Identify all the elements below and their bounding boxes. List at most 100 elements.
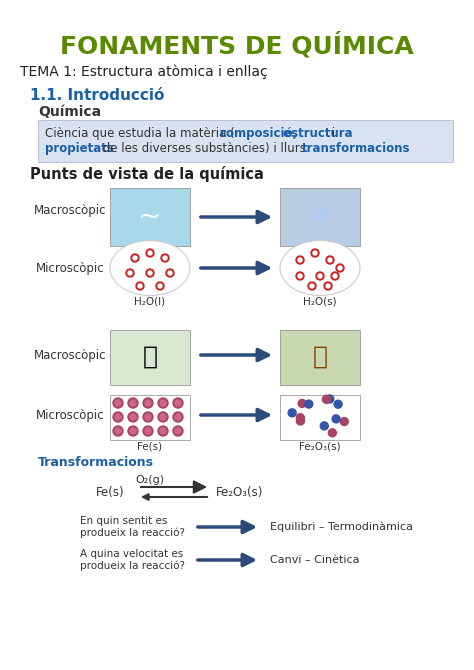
Circle shape [130,428,136,434]
Circle shape [160,414,166,420]
Circle shape [326,284,330,288]
Circle shape [328,429,337,437]
Circle shape [115,428,121,434]
Bar [280,188,360,246]
Circle shape [115,414,121,420]
Ellipse shape [280,241,360,295]
Circle shape [143,426,153,436]
Circle shape [145,428,151,434]
Circle shape [130,414,136,420]
Circle shape [128,412,138,422]
Circle shape [158,284,162,288]
Circle shape [298,399,306,407]
Circle shape [128,426,138,436]
Circle shape [175,428,181,434]
Circle shape [160,400,166,406]
Circle shape [148,251,152,255]
Circle shape [296,272,304,280]
Circle shape [158,398,168,408]
Circle shape [298,274,302,278]
Text: transformacions: transformacions [302,141,410,155]
Bar [280,330,360,385]
Circle shape [130,400,136,406]
Bar [280,395,360,440]
Text: ❄: ❄ [310,207,329,227]
Circle shape [336,264,344,272]
Text: 🚲: 🚲 [143,345,157,369]
Circle shape [143,398,153,408]
Circle shape [298,258,302,262]
Circle shape [138,284,142,288]
Circle shape [163,256,167,260]
Text: Canvi – Cinètica: Canvi – Cinètica [270,555,359,565]
Text: de les diverses substàncies) i llurs: de les diverses substàncies) i llurs [99,141,310,155]
Text: 🚲: 🚲 [312,345,328,369]
Circle shape [334,400,342,408]
Text: Punts de vista de la química: Punts de vista de la química [30,166,264,182]
Text: Macroscòpic: Macroscòpic [34,348,106,362]
Bar [110,395,190,440]
Text: Microscòpic: Microscòpic [36,409,104,421]
Text: A quina velocitat es
produeix la reacció?: A quina velocitat es produeix la reacció… [80,549,185,571]
Bar [38,120,453,162]
Circle shape [113,412,123,422]
Circle shape [146,249,154,257]
Circle shape [316,272,324,280]
Circle shape [310,284,314,288]
Ellipse shape [110,241,190,295]
Circle shape [326,395,334,403]
Text: Transformacions: Transformacions [38,456,154,468]
Circle shape [331,272,339,280]
Circle shape [322,395,330,403]
Text: TEMA 1: Estructura atòmica i enllaç: TEMA 1: Estructura atòmica i enllaç [20,65,268,79]
Circle shape [146,269,154,277]
Circle shape [324,282,332,290]
Circle shape [340,417,348,425]
Circle shape [296,417,304,425]
Circle shape [288,409,296,417]
Circle shape [126,269,134,277]
Text: Ciència que estudia la matèria (: Ciència que estudia la matèria ( [45,127,235,139]
Text: ~: ~ [138,203,162,231]
Text: Fe(s): Fe(s) [137,441,163,451]
Text: H₂O(l): H₂O(l) [135,296,165,306]
Text: O₂(g): O₂(g) [136,475,164,485]
Text: composició,: composició, [220,127,298,139]
Circle shape [296,256,304,264]
Circle shape [326,256,334,264]
Circle shape [128,398,138,408]
Circle shape [156,282,164,290]
Text: Microscòpic: Microscòpic [36,261,104,275]
Circle shape [136,282,144,290]
Text: FONAMENTS DE QUÍMICA: FONAMENTS DE QUÍMICA [60,31,414,58]
Circle shape [158,426,168,436]
Circle shape [311,249,319,257]
Text: Química: Química [38,105,101,119]
Text: H₂O(s): H₂O(s) [303,296,337,306]
Text: Fe₂O₃(s): Fe₂O₃(s) [299,441,341,451]
Circle shape [148,271,152,275]
Circle shape [113,426,123,436]
Circle shape [318,274,322,278]
Text: Macroscòpic: Macroscòpic [34,204,106,216]
Circle shape [161,254,169,262]
Circle shape [160,428,166,434]
Circle shape [333,274,337,278]
Circle shape [175,414,181,420]
Circle shape [115,400,121,406]
Circle shape [173,398,183,408]
Text: Equilibri – Termodinàmica: Equilibri – Termodinàmica [270,522,413,532]
Circle shape [320,422,328,430]
Circle shape [133,256,137,260]
Text: propietats: propietats [45,141,114,155]
Text: i: i [328,127,335,139]
Text: estructura: estructura [279,127,353,139]
Text: Fe(s): Fe(s) [96,486,124,498]
Circle shape [168,271,172,275]
Circle shape [305,400,313,408]
Circle shape [313,251,317,255]
Circle shape [296,413,304,421]
Circle shape [175,400,181,406]
Circle shape [328,258,332,262]
Circle shape [158,412,168,422]
